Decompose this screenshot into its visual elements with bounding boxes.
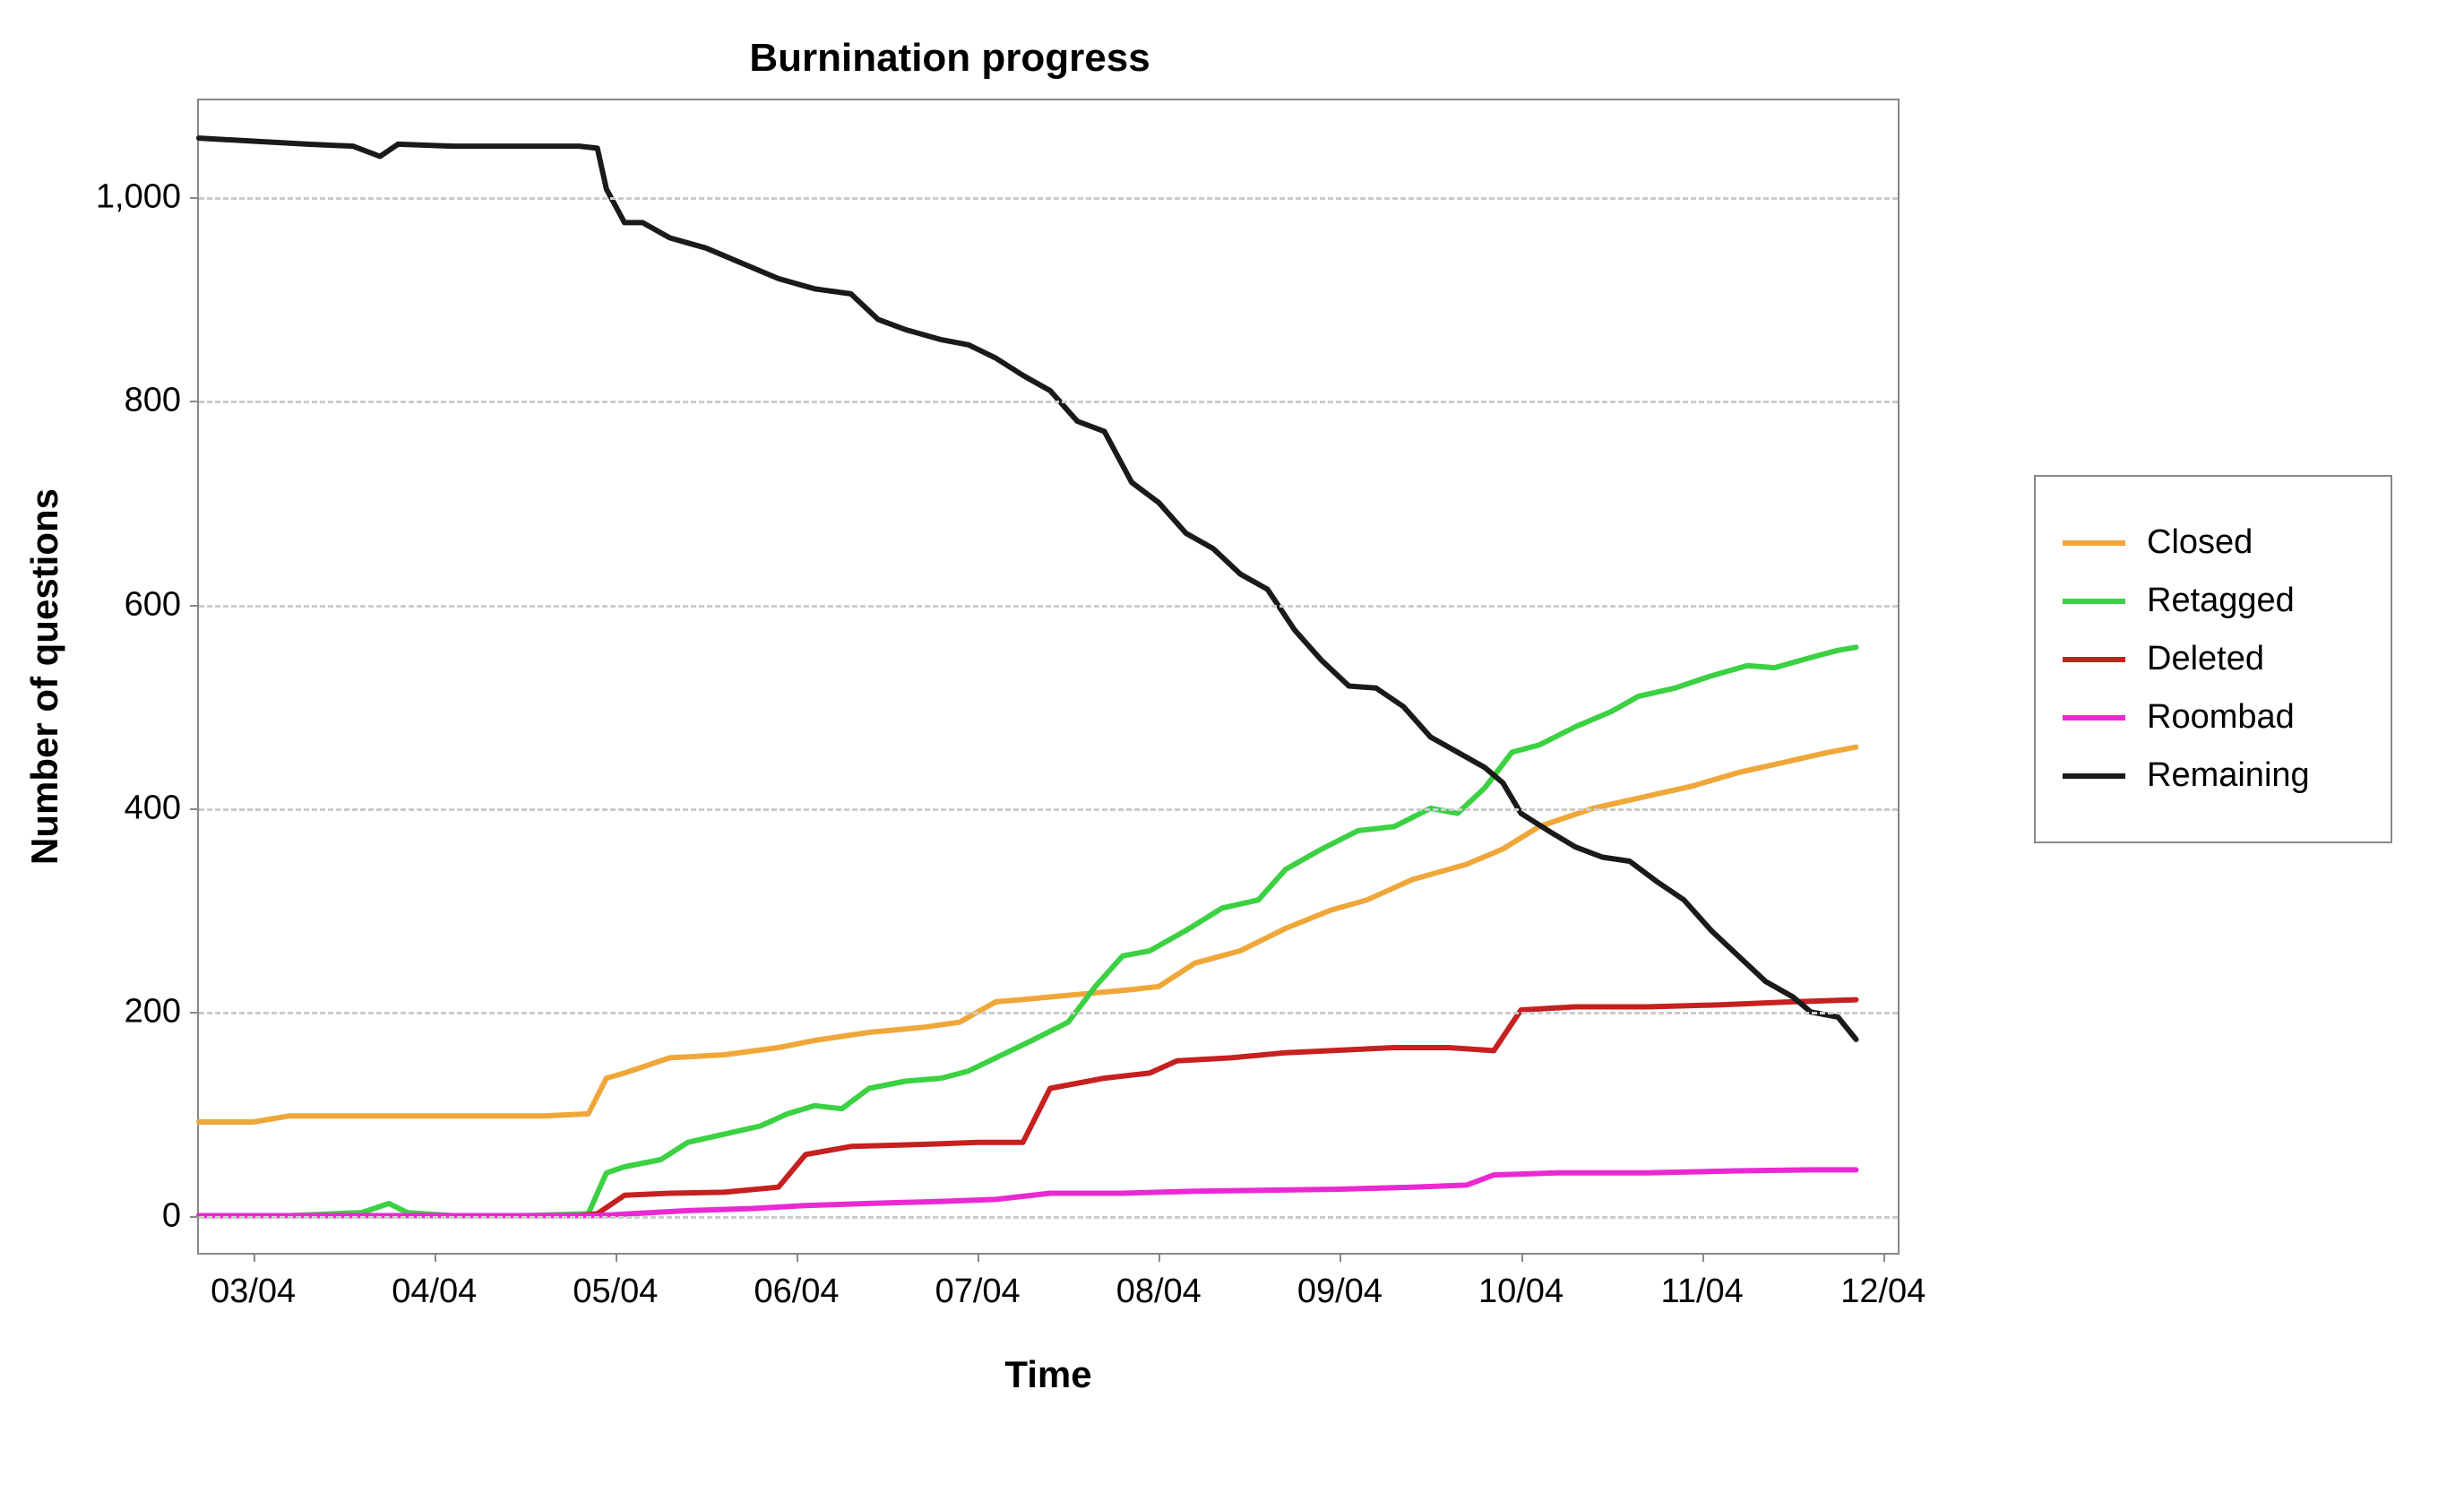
y-tick-mark xyxy=(190,1216,199,1218)
y-gridline xyxy=(199,1216,1898,1219)
y-gridline xyxy=(199,1012,1898,1014)
series-line-remaining xyxy=(199,138,1857,1040)
y-gridline xyxy=(199,605,1898,608)
legend: Closed Retagged Deleted Roombad Remaining xyxy=(2034,475,2392,843)
y-tick-mark xyxy=(190,197,199,199)
legend-label: Retagged xyxy=(2147,582,2295,620)
series-line-deleted xyxy=(199,1000,1857,1216)
y-tick-label: 200 xyxy=(125,993,181,1031)
x-tick-mark xyxy=(978,1253,979,1262)
plot-svg xyxy=(199,100,1901,1256)
x-tick-mark xyxy=(1883,1253,1885,1262)
legend-swatch xyxy=(2063,715,2125,721)
legend-swatch xyxy=(2063,773,2125,779)
legend-swatch xyxy=(2063,657,2125,662)
y-tick-label: 600 xyxy=(125,585,181,624)
y-tick-mark xyxy=(190,401,199,402)
y-gridline xyxy=(199,197,1898,200)
legend-entry-remaining: Remaining xyxy=(2063,756,2364,795)
x-tick-label: 06/04 xyxy=(754,1273,839,1311)
x-tick-label: 05/04 xyxy=(573,1273,658,1311)
y-tick-mark xyxy=(190,808,199,810)
legend-entry-roombad: Roombad xyxy=(2063,698,2364,737)
x-tick-mark xyxy=(797,1253,798,1262)
y-tick-mark xyxy=(190,605,199,607)
x-tick-label: 09/04 xyxy=(1297,1273,1383,1311)
y-tick-mark xyxy=(190,1012,199,1014)
x-tick-mark xyxy=(254,1253,255,1262)
chart-container: Burnination progress Number of questions… xyxy=(0,0,2464,1493)
x-tick-label: 07/04 xyxy=(935,1273,1021,1311)
legend-label: Roombad xyxy=(2147,698,2295,737)
x-tick-label: 12/04 xyxy=(1840,1273,1926,1311)
y-tick-label: 800 xyxy=(125,382,181,420)
x-tick-mark xyxy=(1159,1253,1160,1262)
y-tick-label: 400 xyxy=(125,789,181,827)
x-tick-label: 08/04 xyxy=(1116,1273,1202,1311)
series-line-closed xyxy=(199,747,1857,1122)
x-tick-label: 03/04 xyxy=(211,1273,296,1311)
x-axis-title: Time xyxy=(197,1353,1900,1396)
x-tick-mark xyxy=(435,1253,436,1262)
x-tick-label: 11/04 xyxy=(1661,1273,1744,1311)
legend-entry-deleted: Deleted xyxy=(2063,640,2364,678)
legend-entry-retagged: Retagged xyxy=(2063,582,2364,620)
legend-entry-closed: Closed xyxy=(2063,523,2364,562)
y-gridline xyxy=(199,808,1898,811)
legend-label: Closed xyxy=(2147,523,2253,562)
x-tick-label: 10/04 xyxy=(1478,1273,1564,1311)
y-tick-label: 1,000 xyxy=(96,177,181,216)
legend-label: Remaining xyxy=(2147,756,2310,795)
legend-swatch xyxy=(2063,599,2125,604)
y-axis-title: Number of questions xyxy=(23,488,66,865)
series-line-roombad xyxy=(199,1169,1857,1215)
x-tick-mark xyxy=(1521,1253,1523,1262)
legend-label: Deleted xyxy=(2147,640,2264,678)
x-tick-mark xyxy=(616,1253,617,1262)
x-tick-label: 04/04 xyxy=(392,1273,477,1311)
legend-swatch xyxy=(2063,540,2125,546)
y-gridline xyxy=(199,401,1898,403)
x-tick-mark xyxy=(1702,1253,1704,1262)
y-tick-label: 0 xyxy=(162,1196,181,1235)
plot-area: 02004006008001,00003/0404/0405/0406/0407… xyxy=(197,99,1900,1255)
chart-title: Burnination progress xyxy=(0,36,1900,81)
x-tick-mark xyxy=(1340,1253,1341,1262)
y-axis-title-container: Number of questions xyxy=(18,99,72,1255)
